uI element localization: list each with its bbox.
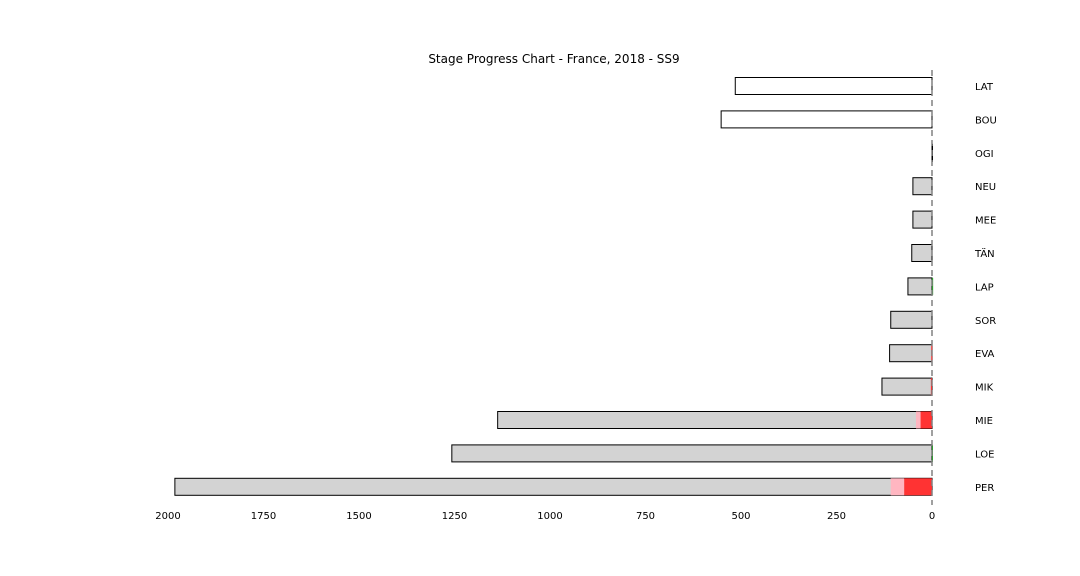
driver-label-mie: MIE [975,416,993,427]
x-tick-label-1000: 1000 [537,511,562,522]
x-tick-label-1250: 1250 [442,511,467,522]
driver-label-mee: MEE [975,216,996,227]
bar-fill-mik [881,378,932,396]
x-tick-label-750: 750 [636,511,655,522]
x-tick-label-0: 0 [929,511,935,522]
driver-label-eva: EVA [975,349,995,360]
x-tick-label-2000: 2000 [155,511,180,522]
bar-sor [890,310,933,329]
bar-fill-tän [911,244,932,262]
bar-fill-neu [912,177,932,195]
bar-fill-lap [907,277,932,295]
driver-label-per: PER [975,483,994,494]
x-tick-label-250: 250 [827,511,846,522]
bar-lat [734,77,933,95]
bar-segment-mie-1 [915,411,921,429]
driver-label-loe: LOE [975,449,994,460]
driver-label-neu: NEU [975,182,996,193]
bars-group [174,77,933,496]
driver-label-lap: LAP [975,282,994,293]
bar-bou [720,110,933,129]
bar-segment-lap-0 [932,277,934,295]
chart-title: Stage Progress Chart - France, 2018 - SS… [428,52,679,66]
bar-segment-per-1 [890,478,905,496]
x-tick-label-1500: 1500 [346,511,371,522]
driver-labels: LAT BOU OGI NEU MEE TÄN LAP SOR EVA MIK MIE LOE PER [974,82,997,494]
bar-mee [912,210,933,229]
bar-neu [912,177,933,196]
driver-label-lat: LAT [975,82,994,93]
bar-segment-mie-0 [920,411,932,429]
bar-fill-per [174,478,933,496]
bar-fill-sor [890,311,932,329]
driver-label-tän: TÄN [974,247,995,260]
bar-fill-mie [497,411,932,429]
bar-fill-eva [889,344,932,362]
x-tick-label-500: 500 [731,511,750,522]
x-axis: 2000 1750 1500 1250 1000 750 500 250 0 [155,511,935,522]
bar-fill-mee [912,211,932,229]
driver-label-bou: BOU [975,115,997,126]
bar-segment-per-0 [904,478,932,496]
x-tick-label-1750: 1750 [251,511,276,522]
driver-label-mik: MIK [975,383,994,394]
driver-label-sor: SOR [975,316,996,327]
bar-fill-loe [451,444,932,462]
driver-label-ogi: OGI [975,149,994,160]
bar-segment-mik-0 [930,378,932,396]
